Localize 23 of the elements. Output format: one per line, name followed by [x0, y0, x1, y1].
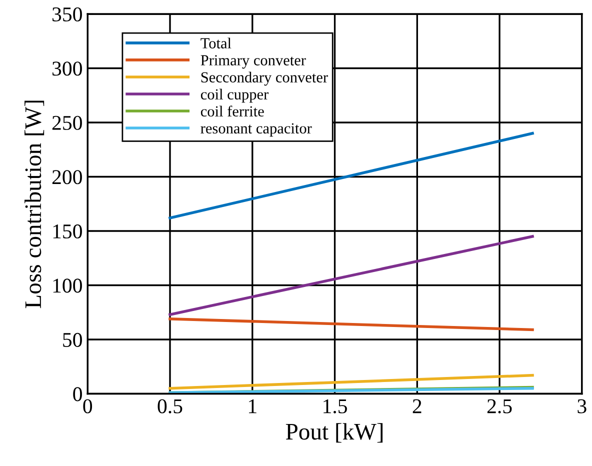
y-axis-title: Loss contribution [W] — [24, 100, 44, 308]
y-tick-label: 0 — [73, 387, 82, 402]
y-tick-label: 300 — [52, 62, 82, 76]
y-tick-label: 200 — [52, 170, 82, 184]
y-tick-label: 350 — [52, 7, 82, 22]
x-tick-label: 1.5 — [324, 399, 347, 414]
x-tick-label: 0.5 — [158, 399, 182, 414]
legend-label: coil cupper — [200, 88, 269, 103]
y-tick-label: 100 — [53, 278, 82, 293]
x-tick-label: 3 — [578, 399, 586, 414]
legend-label: coil ferrite — [200, 106, 264, 117]
x-axis-title: Pout [kW] — [286, 423, 383, 443]
y-tick-label: 150 — [53, 224, 82, 238]
x-tick-label: 1 — [249, 399, 256, 414]
y-tick-label: 50 — [63, 332, 82, 347]
x-tick-label: 2.5 — [487, 399, 512, 414]
legend-label: Total — [200, 38, 232, 48]
x-tick-label: 2 — [412, 399, 422, 414]
legend-label: Seccondary conveter — [201, 72, 328, 86]
legend-label: Primary conveter — [200, 55, 306, 69]
y-tick-label: 250 — [52, 116, 82, 130]
x-tick-label: 0 — [83, 399, 92, 414]
legend-label: resonant capacitor — [200, 123, 312, 137]
